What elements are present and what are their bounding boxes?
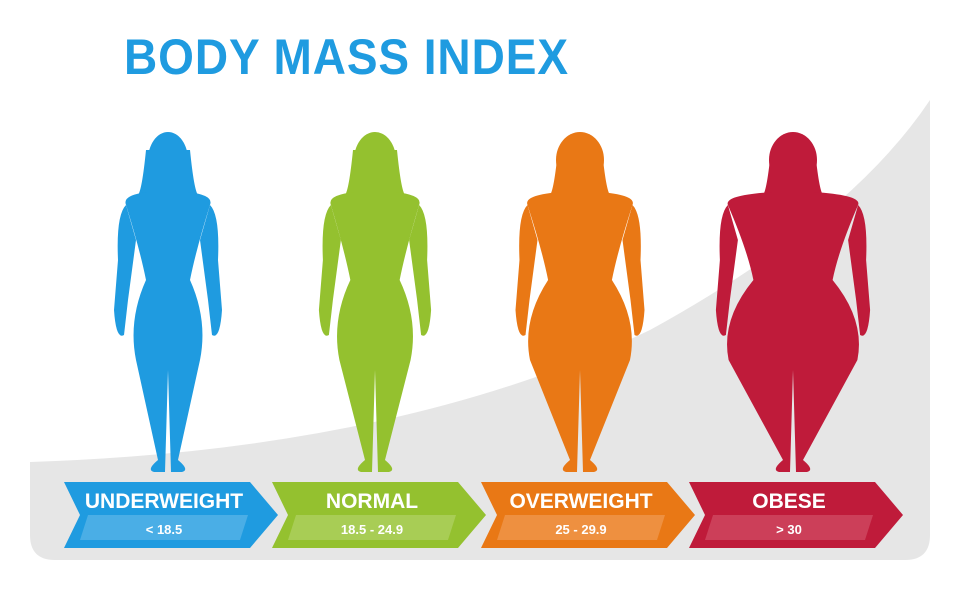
category-badge-normal: NORMAL 18.5 - 24.9 (272, 482, 486, 548)
range-strip (288, 515, 456, 540)
background-curve (30, 100, 930, 560)
silhouette-normal (318, 132, 432, 472)
category-badge-thin: UNDERWEIGHT < 18.5 (64, 482, 278, 548)
category-label: OVERWEIGHT (509, 490, 652, 513)
silhouette-thin (114, 132, 222, 472)
category-label: OBESE (752, 490, 826, 513)
range-strip (80, 515, 248, 540)
category-badge-obese: OBESE > 30 (689, 482, 903, 548)
silhouette-obese (715, 132, 871, 472)
category-label: UNDERWEIGHT (85, 490, 243, 513)
page-title: BODY MASS INDEX (124, 29, 569, 85)
category-badge-overweight: OVERWEIGHT 25 - 29.9 (481, 482, 695, 548)
silhouette-overweight (515, 132, 645, 472)
bmi-range: 18.5 - 24.9 (341, 522, 403, 537)
bmi-range: < 18.5 (146, 522, 183, 537)
bmi-range: > 30 (776, 522, 802, 537)
category-label: NORMAL (326, 490, 418, 513)
range-strip (705, 515, 873, 540)
bmi-range: 25 - 29.9 (555, 522, 606, 537)
range-strip (497, 515, 665, 540)
